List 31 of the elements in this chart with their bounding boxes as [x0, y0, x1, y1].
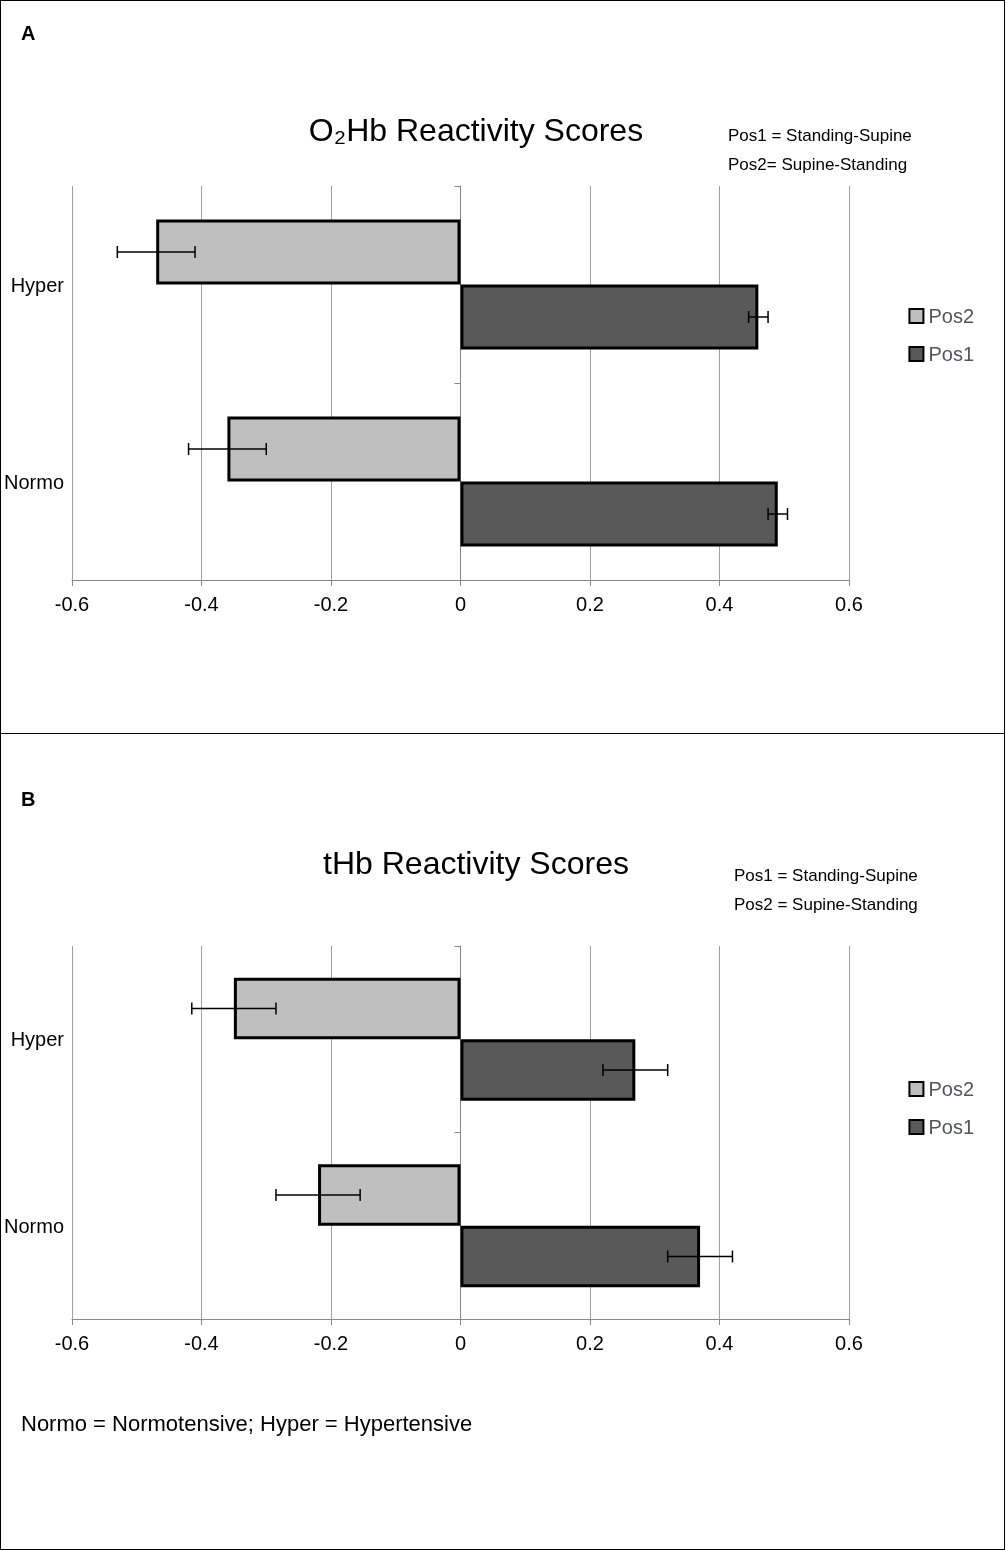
legend-label: Pos1 — [928, 343, 975, 365]
x-tick-label: -0.6 — [54, 1332, 90, 1354]
chart-title: O₂Hb Reactivity Scores — [308, 112, 644, 148]
x-tick-label: 0.6 — [835, 593, 863, 615]
x-tick-label: -0.4 — [184, 1332, 219, 1354]
text: A — [21, 22, 36, 44]
legend-label: Pos2 — [928, 1078, 975, 1100]
x-tick-label: -0.2 — [313, 593, 349, 615]
x-tick-label: 0.6 — [835, 1332, 863, 1354]
text: Normo = Normotensive; Hyper = Hypertensive — [21, 1410, 473, 1436]
x-tick-label: -0.6 — [54, 593, 90, 615]
text: B — [21, 788, 36, 810]
y-tick-label: Normo — [3, 470, 65, 493]
text: Pos1 = Standing-Supine — [728, 126, 912, 145]
y-tick-label: Hyper — [10, 273, 65, 296]
x-tick-label: 0.2 — [576, 593, 604, 615]
text: Pos2= Supine-Standing — [728, 155, 908, 174]
text: Pos2 = Supine-Standing — [734, 895, 918, 914]
x-tick-label: 0.4 — [705, 1332, 734, 1354]
x-tick-label: 0.2 — [576, 1332, 604, 1354]
x-tick-label: 0 — [454, 1332, 467, 1354]
x-tick-label: -0.4 — [184, 593, 219, 615]
legend-label: Pos2 — [928, 305, 975, 327]
x-tick-label: 0.4 — [705, 593, 734, 615]
chart-title: tHb Reactivity Scores — [323, 845, 629, 881]
x-tick-label: -0.2 — [313, 1332, 349, 1354]
text: Pos1 = Standing-Supine — [734, 866, 918, 885]
y-tick-label: Normo — [3, 1214, 65, 1237]
y-tick-label: Hyper — [10, 1028, 65, 1051]
x-tick-label: 0 — [454, 593, 467, 615]
legend-label: Pos1 — [928, 1116, 975, 1138]
